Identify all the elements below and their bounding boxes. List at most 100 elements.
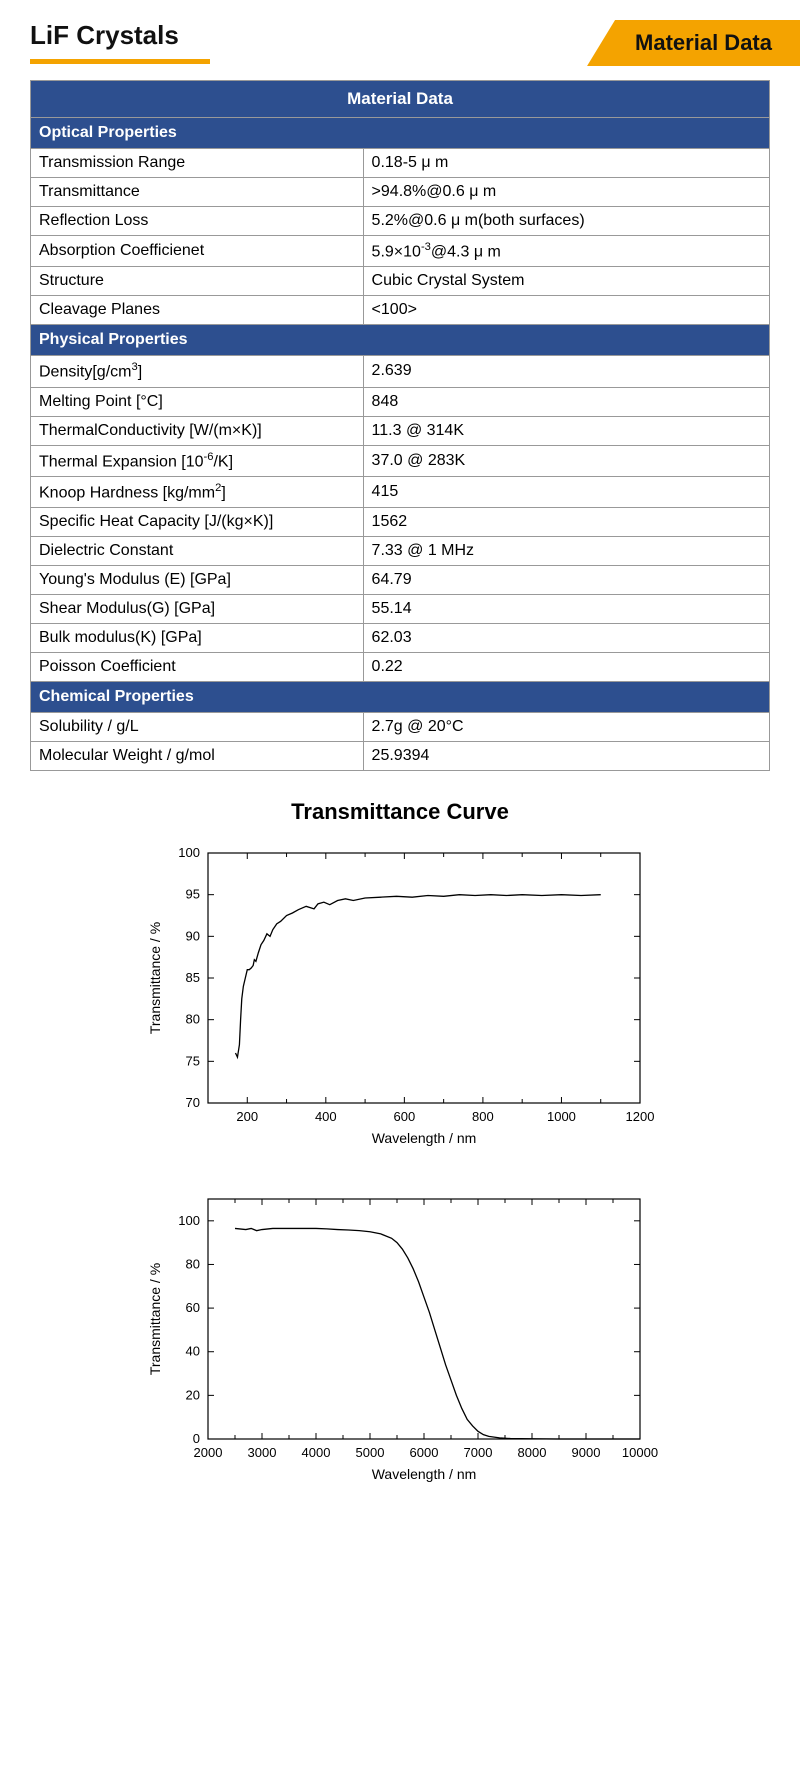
table-row: Dielectric Constant7.33 @ 1 MHz — [31, 537, 770, 566]
property-value: 37.0 @ 283K — [363, 445, 769, 476]
property-name: Bulk modulus(K) [GPa] — [31, 624, 364, 653]
svg-text:85: 85 — [186, 970, 200, 985]
table-row: Transmittance>94.8%@0.6 μ m — [31, 178, 770, 207]
property-name: Thermal Expansion [10-6/K] — [31, 445, 364, 476]
svg-text:9000: 9000 — [572, 1445, 601, 1460]
property-name: Specific Heat Capacity [J/(kg×K)] — [31, 508, 364, 537]
property-value: Cubic Crystal System — [363, 267, 769, 296]
property-name: Poisson Coefficient — [31, 653, 364, 682]
property-value: 0.18-5 μ m — [363, 149, 769, 178]
svg-text:3000: 3000 — [248, 1445, 277, 1460]
table-row: Specific Heat Capacity [J/(kg×K)]1562 — [31, 508, 770, 537]
header: LiF Crystals Material Data — [0, 0, 800, 66]
property-name: Shear Modulus(G) [GPa] — [31, 595, 364, 624]
svg-text:90: 90 — [186, 929, 200, 944]
charts-title: Transmittance Curve — [0, 799, 800, 825]
svg-text:Wavelength / nm: Wavelength / nm — [372, 1130, 477, 1146]
table-row: Bulk modulus(K) [GPa]62.03 — [31, 624, 770, 653]
table-row: Solubility / g/L2.7g @ 20°C — [31, 713, 770, 742]
property-name: ThermalConductivity [W/(m×K)] — [31, 416, 364, 445]
property-value: 0.22 — [363, 653, 769, 682]
svg-text:70: 70 — [186, 1095, 200, 1110]
property-value: 2.639 — [363, 356, 769, 387]
property-name: Solubility / g/L — [31, 713, 364, 742]
transmittance-chart-2: 2000 3000 4000 5000 6000 7000 8000 9000 10000 0 20… — [130, 1179, 670, 1499]
property-name: Absorption Coefficienet — [31, 236, 364, 267]
chart-1-block: 20040060080010001200707580859095100Wavel… — [0, 833, 800, 1163]
section-header: Optical Properties — [31, 118, 770, 149]
table-row: Density[g/cm3]2.639 — [31, 356, 770, 387]
svg-text:60: 60 — [186, 1300, 200, 1315]
chart-2-block: 2000 3000 4000 5000 6000 7000 8000 9000 10000 0 20… — [0, 1179, 800, 1499]
svg-text:80: 80 — [186, 1257, 200, 1272]
transmittance-chart-1: 20040060080010001200707580859095100Wavel… — [130, 833, 670, 1163]
property-name: Density[g/cm3] — [31, 356, 364, 387]
property-value: 11.3 @ 314K — [363, 416, 769, 445]
table-row: Shear Modulus(G) [GPa]55.14 — [31, 595, 770, 624]
svg-text:40: 40 — [186, 1344, 200, 1359]
property-name: Structure — [31, 267, 364, 296]
table-row: Molecular Weight / g/mol25.9394 — [31, 742, 770, 771]
material-data-table: Material DataOptical PropertiesTransmiss… — [30, 80, 770, 771]
property-value: 62.03 — [363, 624, 769, 653]
table-row: ThermalConductivity [W/(m×K)]11.3 @ 314K — [31, 416, 770, 445]
svg-text:95: 95 — [186, 887, 200, 902]
svg-text:0: 0 — [193, 1431, 200, 1446]
property-name: Transmission Range — [31, 149, 364, 178]
svg-text:800: 800 — [472, 1109, 494, 1124]
table-row: Knoop Hardness [kg/mm2]415 — [31, 476, 770, 507]
table-title: Material Data — [31, 81, 770, 118]
svg-text:1000: 1000 — [547, 1109, 576, 1124]
property-name: Molecular Weight / g/mol — [31, 742, 364, 771]
title-block: LiF Crystals — [30, 20, 210, 64]
property-name: Reflection Loss — [31, 207, 364, 236]
svg-text:600: 600 — [394, 1109, 416, 1124]
property-value: 55.14 — [363, 595, 769, 624]
table-row: Reflection Loss5.2%@0.6 μ m(both surface… — [31, 207, 770, 236]
svg-text:100: 100 — [178, 1213, 200, 1228]
svg-text:7000: 7000 — [464, 1445, 493, 1460]
svg-text:1200: 1200 — [626, 1109, 655, 1124]
table-row: Cleavage Planes<100> — [31, 296, 770, 325]
svg-text:6000: 6000 — [410, 1445, 439, 1460]
table-row: Poisson Coefficient0.22 — [31, 653, 770, 682]
property-value: <100> — [363, 296, 769, 325]
property-value: 64.79 — [363, 566, 769, 595]
property-value: 1562 — [363, 508, 769, 537]
property-name: Cleavage Planes — [31, 296, 364, 325]
page-title: LiF Crystals — [30, 20, 210, 57]
section-header: Physical Properties — [31, 325, 770, 356]
table-row: Absorption Coefficienet5.9×10-3@4.3 μ m — [31, 236, 770, 267]
property-name: Melting Point [°C] — [31, 387, 364, 416]
property-name: Knoop Hardness [kg/mm2] — [31, 476, 364, 507]
material-table-wrap: Material DataOptical PropertiesTransmiss… — [0, 66, 800, 781]
table-row: Thermal Expansion [10-6/K]37.0 @ 283K — [31, 445, 770, 476]
svg-text:Wavelength / nm: Wavelength / nm — [372, 1466, 477, 1482]
property-value: 7.33 @ 1 MHz — [363, 537, 769, 566]
table-row: Melting Point [°C]848 — [31, 387, 770, 416]
svg-text:8000: 8000 — [518, 1445, 547, 1460]
property-value: 848 — [363, 387, 769, 416]
svg-text:Transmittance / %: Transmittance / % — [147, 1263, 163, 1375]
property-name: Dielectric Constant — [31, 537, 364, 566]
svg-text:Transmittance / %: Transmittance / % — [147, 922, 163, 1034]
table-row: Young's Modulus (E) [GPa]64.79 — [31, 566, 770, 595]
title-underline — [30, 59, 210, 64]
svg-text:80: 80 — [186, 1012, 200, 1027]
svg-text:5000: 5000 — [356, 1445, 385, 1460]
property-value: >94.8%@0.6 μ m — [363, 178, 769, 207]
svg-text:4000: 4000 — [302, 1445, 331, 1460]
property-value: 5.2%@0.6 μ m(both surfaces) — [363, 207, 769, 236]
property-name: Transmittance — [31, 178, 364, 207]
svg-text:10000: 10000 — [622, 1445, 658, 1460]
property-value: 5.9×10-3@4.3 μ m — [363, 236, 769, 267]
table-row: StructureCubic Crystal System — [31, 267, 770, 296]
svg-text:2000: 2000 — [194, 1445, 223, 1460]
svg-text:75: 75 — [186, 1054, 200, 1069]
svg-text:400: 400 — [315, 1109, 337, 1124]
property-value: 25.9394 — [363, 742, 769, 771]
property-name: Young's Modulus (E) [GPa] — [31, 566, 364, 595]
svg-text:20: 20 — [186, 1388, 200, 1403]
banner-badge: Material Data — [587, 20, 800, 66]
property-value: 2.7g @ 20°C — [363, 713, 769, 742]
